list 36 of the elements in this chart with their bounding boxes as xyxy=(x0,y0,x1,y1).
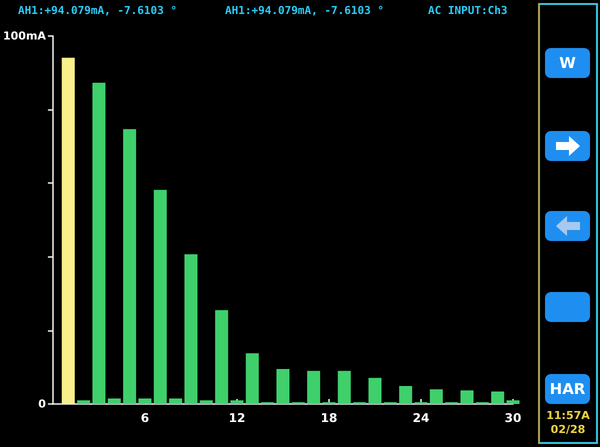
y-tick-label: 0 xyxy=(38,398,46,410)
bar xyxy=(123,129,136,404)
bar xyxy=(215,310,228,404)
y-tick-label: 100mA xyxy=(3,30,46,42)
x-tick-label: 30 xyxy=(504,411,522,425)
bar xyxy=(77,400,90,404)
bar xyxy=(460,390,474,404)
bar xyxy=(230,400,244,404)
bar xyxy=(491,391,504,404)
text: HAR xyxy=(545,374,590,404)
bar xyxy=(62,58,75,404)
x-tick-label: 12 xyxy=(228,411,246,425)
bar xyxy=(169,398,182,404)
x-tick-label: 24 xyxy=(412,411,430,425)
bar xyxy=(92,82,106,404)
bar xyxy=(138,398,152,404)
bar xyxy=(108,398,121,404)
text: AC INPUT:Ch3 xyxy=(428,4,508,17)
x-tick-label: 18 xyxy=(320,411,338,425)
bar xyxy=(338,370,351,404)
bar xyxy=(276,369,290,404)
bar xyxy=(430,389,443,404)
bar xyxy=(246,353,259,404)
text: W xyxy=(545,48,590,78)
bar xyxy=(184,254,198,404)
text: AH1:+94.079mA, -7.6103 ° xyxy=(225,4,384,17)
chart-title: AH1:+94.079mA, -7.6103 ° xyxy=(18,4,177,17)
text: 11:57A xyxy=(545,409,591,422)
bar xyxy=(307,370,320,404)
bar xyxy=(399,386,412,404)
bar xyxy=(200,400,213,404)
x-tick-label: 6 xyxy=(140,411,150,425)
bar xyxy=(368,378,382,404)
bar xyxy=(154,190,167,404)
bar xyxy=(506,400,520,404)
text: 02/28 xyxy=(550,423,586,436)
